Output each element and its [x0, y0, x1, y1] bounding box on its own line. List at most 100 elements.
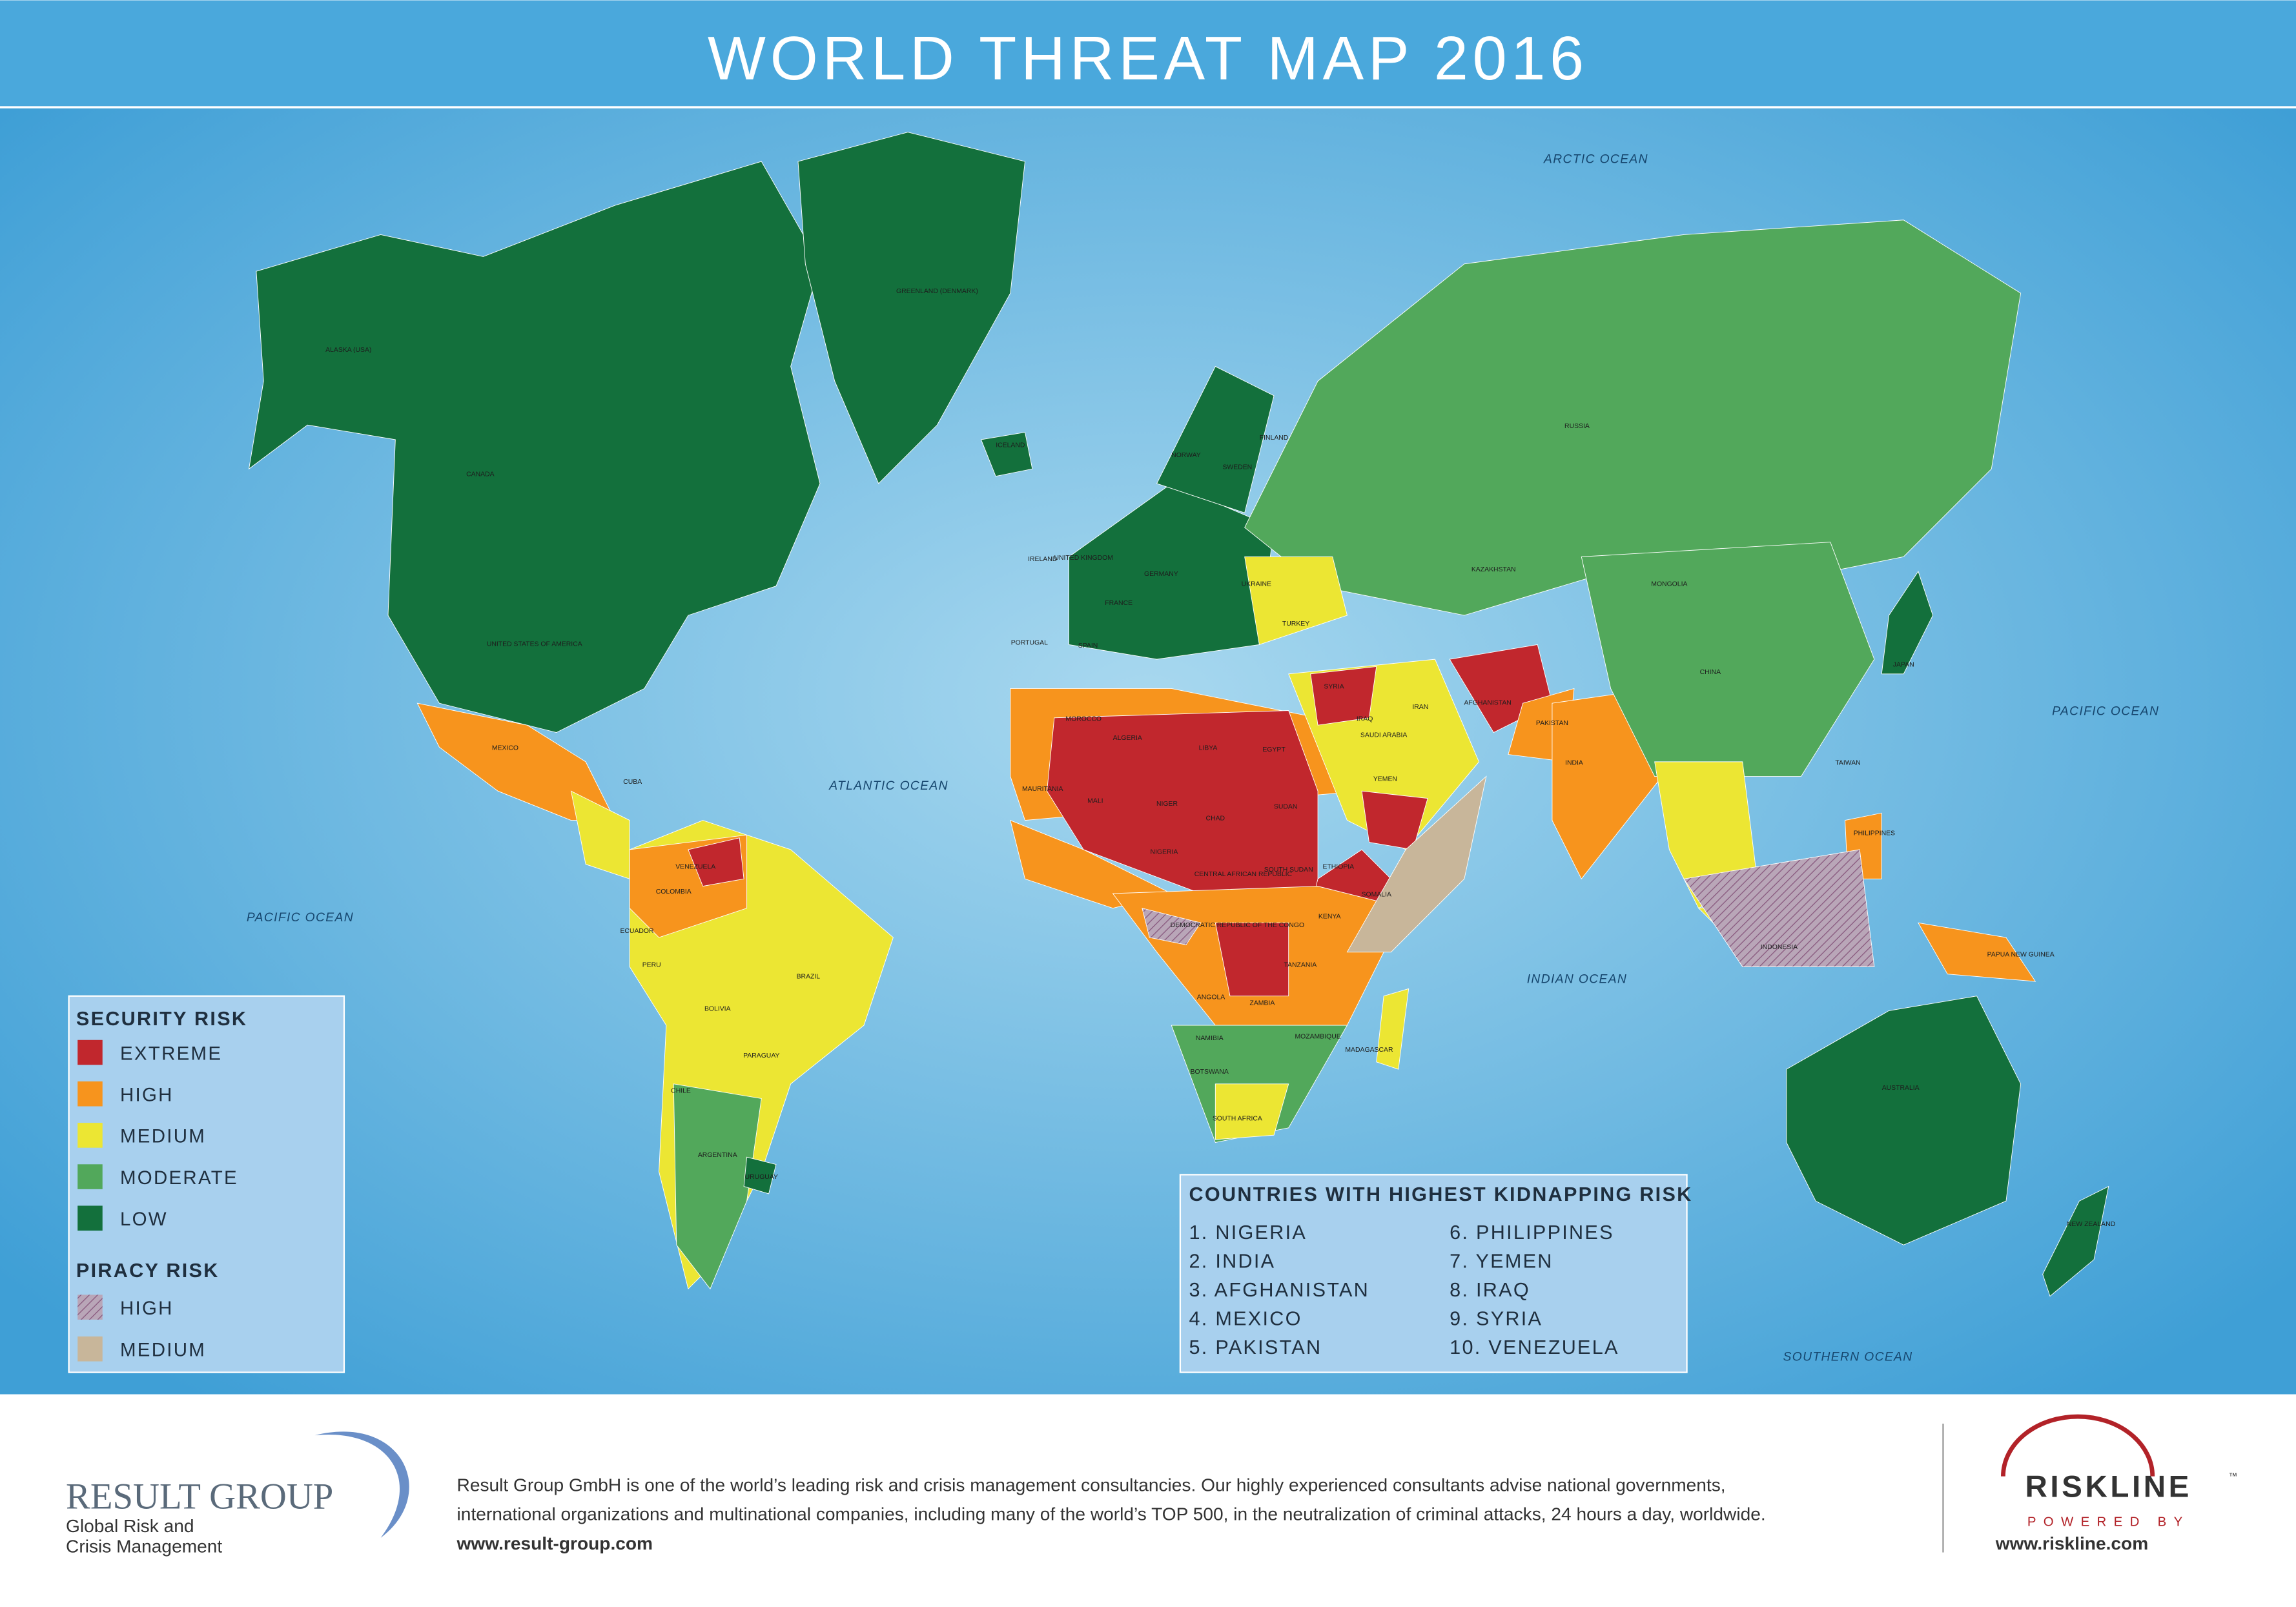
country-label: SPAIN	[1078, 642, 1098, 650]
legend-swatch	[77, 1039, 103, 1065]
legend-label: HIGH	[120, 1298, 174, 1319]
country-label: MALI	[1087, 797, 1103, 804]
kidnapping-item: 10. VENEZUELA	[1450, 1336, 1619, 1358]
ocean-label: ARCTIC OCEAN	[1543, 152, 1648, 166]
country-label: ICELAND	[996, 442, 1025, 449]
country-label: TURKEY	[1282, 620, 1309, 628]
country-label: MAURITANIA	[1022, 786, 1063, 793]
country-label: EGYPT	[1262, 746, 1286, 753]
country-label: SOUTH SUDAN	[1264, 866, 1313, 874]
kidnapping-item: 4. MEXICO	[1189, 1308, 1302, 1330]
country-label: TAIWAN	[1835, 759, 1860, 766]
url[interactable]: www.result-group.com	[456, 1533, 653, 1553]
country-label: CANADA	[466, 471, 494, 478]
country-label: CENTRAL AFRICAN REPUBLIC	[1194, 871, 1293, 878]
ocean-label: PACIFIC OCEAN	[247, 911, 354, 925]
country-label: IRELAND	[1028, 556, 1058, 563]
country-label: BRAZIL	[797, 974, 821, 981]
kidnapping-item: 3. AFGHANISTAN	[1189, 1279, 1370, 1301]
legend-label: MODERATE	[120, 1167, 238, 1189]
country-label: NEW ZEALAND	[2067, 1221, 2116, 1228]
country-label: INDONESIA	[1761, 944, 1798, 951]
country-label: MONGOLIA	[1651, 581, 1687, 588]
trademark: ™	[2229, 1471, 2238, 1481]
legend-label: MEDIUM	[120, 1340, 206, 1361]
country-label: NAMIBIA	[1196, 1035, 1224, 1042]
country-label: KENYA	[1318, 914, 1341, 921]
country-label: BOTSWANA	[1191, 1069, 1229, 1076]
country-label: CHINA	[1700, 669, 1721, 676]
land	[248, 132, 2109, 1297]
country-label: YEMEN	[1373, 775, 1397, 783]
ocean-label: PACIFIC OCEAN	[2052, 704, 2159, 718]
company-tagline: Global Risk and	[66, 1516, 194, 1536]
country-label: SYRIA	[1324, 683, 1344, 690]
country-label: CHAD	[1206, 815, 1225, 823]
country-label: AUSTRALIA	[1882, 1085, 1920, 1092]
country-label: ALGERIA	[1113, 735, 1142, 742]
country-label: GREENLAND (DENMARK)	[896, 288, 978, 295]
legend-title: PIRACY RISK	[76, 1260, 220, 1282]
country-label: IRAQ	[1357, 715, 1373, 722]
riskline-url[interactable]: www.riskline.com	[1995, 1533, 2148, 1553]
legend-title: SECURITY RISK	[76, 1008, 247, 1030]
country-label: MOROCCO	[1065, 715, 1102, 722]
country-label: LIBYA	[1199, 745, 1218, 752]
country-label: INDIA	[1565, 759, 1583, 766]
country-label: PERU	[642, 961, 661, 968]
footer	[0, 1394, 2296, 1607]
country-label: MOZAMBIQUE	[1295, 1033, 1340, 1040]
country-label: URUGUAY	[745, 1174, 778, 1181]
legend-swatch	[77, 1205, 103, 1231]
country-label: SOMALIA	[1362, 892, 1391, 899]
country-label: PORTUGAL	[1011, 639, 1048, 646]
country-label: GERMANY	[1144, 571, 1178, 578]
ocean-label: INDIAN OCEAN	[1527, 972, 1628, 986]
country-label: UNITED STATES OF AMERICA	[487, 641, 582, 648]
title-bar	[0, 0, 2296, 106]
description: Result Group GmbH is one of the world’s …	[457, 1475, 1726, 1495]
country-label: SAUDI ARABIA	[1360, 732, 1407, 739]
kidnapping-item: 7. YEMEN	[1450, 1251, 1553, 1273]
country-label: AFGHANISTAN	[1464, 699, 1511, 706]
powered-by: POWERED BY	[2027, 1515, 2190, 1530]
country-label: FINLAND	[1260, 435, 1289, 442]
map-title: WORLD THREAT MAP 2016	[708, 25, 1588, 93]
legend-label: EXTREME	[120, 1043, 222, 1064]
country-label: PAKISTAN	[1536, 720, 1568, 727]
country-label: UNITED KINGDOM	[1054, 555, 1112, 562]
country-label: NORWAY	[1171, 452, 1201, 459]
legend-swatch	[77, 1295, 103, 1320]
kidnapping-box	[1179, 1174, 1688, 1373]
country-label: BOLIVIA	[704, 1005, 731, 1012]
country-label: DEMOCRATIC REPUBLIC OF THE CONGO	[1171, 922, 1304, 929]
kidnapping-title: COUNTRIES WITH HIGHEST KIDNAPPING RISK	[1189, 1183, 1693, 1205]
ocean-label: SOUTHERN OCEAN	[1783, 1350, 1913, 1364]
country-label: ZAMBIA	[1249, 999, 1275, 1007]
country-label: RUSSIA	[1564, 423, 1590, 430]
legend-swatch	[77, 1123, 103, 1148]
legend-swatch	[77, 1164, 103, 1189]
labels: ARCTIC OCEAN ATLANTIC OCEAN PACIFIC OCEAN P…	[247, 152, 2159, 1364]
country-label: ALASKA (USA)	[325, 347, 371, 354]
riskline-brand: RISKLINE	[2025, 1469, 2191, 1504]
kidnapping-item: 1. NIGERIA	[1189, 1222, 1307, 1244]
country-label: KAZAKHSTAN	[1471, 566, 1516, 573]
country-label: ETHIOPIA	[1322, 863, 1354, 870]
country-label: FRANCE	[1105, 600, 1133, 607]
country-label: IRAN	[1412, 704, 1428, 711]
country-label: SUDAN	[1274, 803, 1297, 810]
kidnapping-item: 6. PHILIPPINES	[1450, 1222, 1614, 1244]
legend-label: HIGH	[120, 1085, 174, 1106]
legend-label: LOW	[120, 1209, 168, 1230]
kidnapping-item: 8. IRAQ	[1450, 1279, 1530, 1301]
country-label: PHILIPPINES	[1854, 830, 1895, 837]
ocean-label: ATLANTIC OCEAN	[828, 779, 948, 793]
legend-swatch	[77, 1336, 103, 1362]
country-label: SOUTH AFRICA	[1213, 1115, 1262, 1122]
legend-label: MEDIUM	[120, 1126, 206, 1147]
country-label: ECUADOR	[620, 928, 654, 935]
country-label: PAPUA NEW GUINEA	[1987, 951, 2055, 958]
kidnapping-item: 5. PAKISTAN	[1189, 1336, 1322, 1358]
